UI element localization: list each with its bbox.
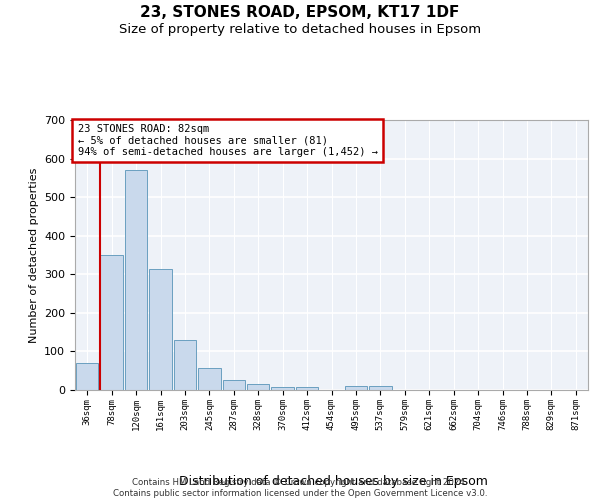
Bar <box>296 387 319 390</box>
Bar <box>247 384 269 390</box>
Bar <box>149 268 172 390</box>
Bar <box>271 387 294 390</box>
Bar <box>125 170 148 390</box>
Bar <box>198 368 221 390</box>
Y-axis label: Number of detached properties: Number of detached properties <box>29 168 38 342</box>
Bar <box>369 386 392 390</box>
Bar <box>223 380 245 390</box>
Bar <box>100 255 123 390</box>
Text: Size of property relative to detached houses in Epsom: Size of property relative to detached ho… <box>119 22 481 36</box>
Bar <box>173 340 196 390</box>
Text: 23 STONES ROAD: 82sqm
← 5% of detached houses are smaller (81)
94% of semi-detac: 23 STONES ROAD: 82sqm ← 5% of detached h… <box>77 124 377 157</box>
Bar <box>344 386 367 390</box>
Bar <box>76 363 98 390</box>
Text: Contains HM Land Registry data © Crown copyright and database right 2024.
Contai: Contains HM Land Registry data © Crown c… <box>113 478 487 498</box>
Text: 23, STONES ROAD, EPSOM, KT17 1DF: 23, STONES ROAD, EPSOM, KT17 1DF <box>140 5 460 20</box>
Text: Distribution of detached houses by size in Epsom: Distribution of detached houses by size … <box>179 474 487 488</box>
